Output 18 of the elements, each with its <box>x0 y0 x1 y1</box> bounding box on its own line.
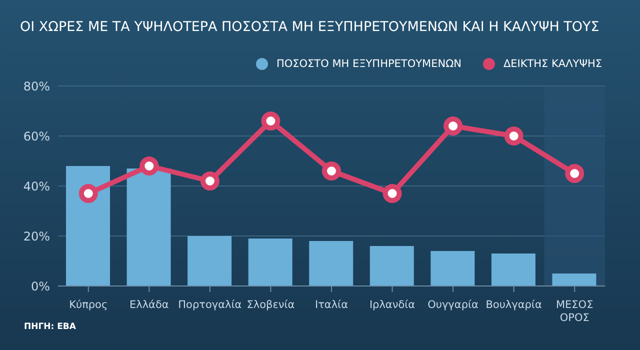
chart-title: ΟΙ ΧΩΡΕΣ ΜΕ ΤΑ ΥΨΗΛΟΤΕΡΑ ΠΟΣΟΣΤΑ ΜΗ ΕΞΥΠΗΡΕΤΟΥΜΕΝΩΝ ΚΑΙ Η ΚΑΛΥΨΗ ΤΟΥΣ <box>20 19 600 35</box>
legend-label: ΠΟΣΟΣΤΟ ΜΗ ΕΞΥΠΗΡΕΤΟΥΜΕΝΩΝ <box>276 58 462 70</box>
x-tick-label: ΜΕΣΟΣ ΟΡΟΣ <box>556 299 594 324</box>
x-tick-label: Σλοβενία <box>246 299 295 311</box>
x-tick-label: Πορτογαλία <box>178 299 242 311</box>
y-tick-label: 60% <box>23 129 50 144</box>
text: ΠΗΓΗ: EBA <box>24 322 76 332</box>
y-tick-label: 20% <box>23 229 50 244</box>
x-tick-label: Βουλγαρία <box>486 299 542 311</box>
x-tick-label: Ελλάδα <box>129 299 169 311</box>
x-tick-label: Ουγγαρία <box>428 299 479 311</box>
y-tick-label: 80% <box>23 79 50 94</box>
x-tick-label: Ιταλία <box>314 299 348 311</box>
legend-label: ΔΕΙΚΤΗΣ ΚΑΛΥΨΗΣ <box>503 58 602 70</box>
x-tick-label: Ιρλανδία <box>369 299 416 311</box>
x-tick-label: Κύπρος <box>69 299 108 311</box>
y-tick-label: 0% <box>30 279 50 294</box>
y-tick-label: 40% <box>23 179 50 194</box>
